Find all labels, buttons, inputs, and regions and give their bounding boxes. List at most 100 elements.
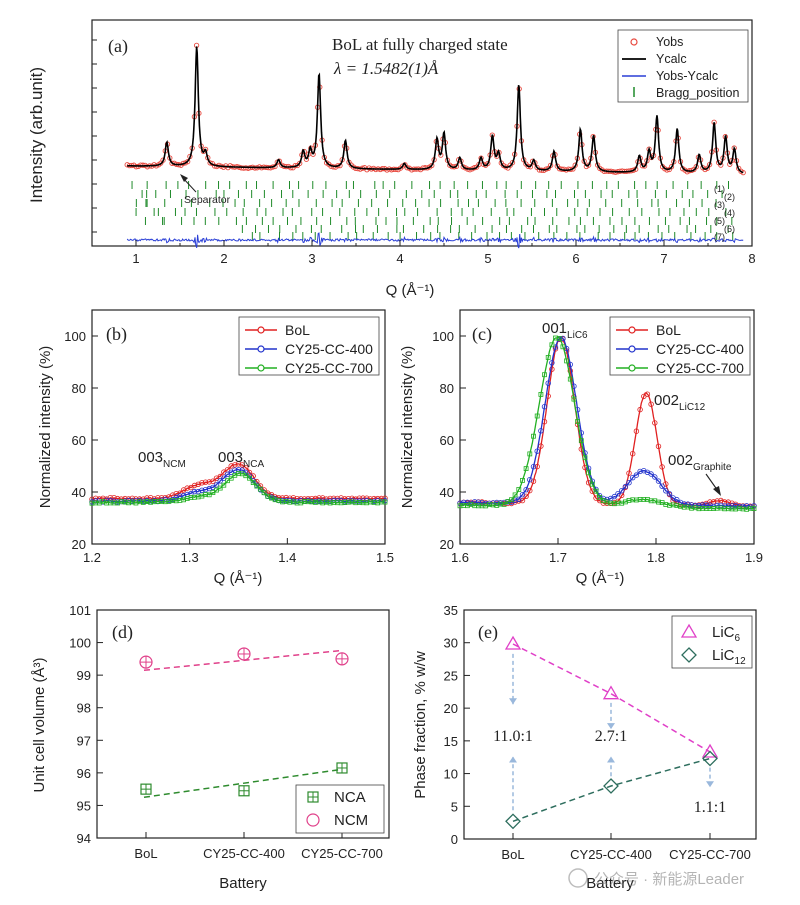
series-marker — [630, 475, 636, 481]
wechat-icon — [568, 868, 588, 888]
series-marker — [217, 478, 223, 484]
yobs-point — [185, 158, 191, 165]
series-marker — [582, 455, 588, 461]
series-marker — [612, 501, 617, 507]
y-tick-label: 0 — [451, 832, 458, 847]
series-marker — [221, 482, 227, 488]
x-tick-label: CY25-CC-400 — [203, 846, 285, 861]
panel-b-y-ticks: 20 40 60 80 100 — [64, 329, 98, 552]
series-marker — [206, 479, 212, 485]
panel-a-subtitle: λ = 1.5482(1)Å — [333, 59, 439, 78]
series-marker — [538, 428, 544, 434]
series-marker — [523, 487, 529, 493]
y-tick-label: 30 — [444, 636, 458, 651]
legend-box — [617, 29, 749, 103]
panel-e-label: (e) — [478, 622, 498, 643]
series-marker — [235, 461, 242, 467]
separator-arrowhead — [180, 174, 188, 182]
series-marker — [100, 499, 106, 505]
panel-e-legend: LiC6 LiC12 — [671, 615, 753, 669]
y-tick-label: 20 — [444, 701, 458, 716]
series-marker — [254, 483, 260, 489]
series-marker — [707, 499, 713, 505]
series-marker — [611, 493, 618, 500]
series-marker — [623, 499, 628, 505]
panel-a-y-ticks — [92, 39, 97, 233]
legend-label: BoL — [285, 322, 310, 338]
series-marker — [191, 482, 198, 489]
diff-line — [126, 232, 744, 249]
series-marker — [582, 450, 588, 456]
panel-b-curves — [89, 461, 388, 506]
series-marker — [140, 499, 146, 505]
series-marker — [243, 469, 249, 476]
yobs-point — [740, 169, 746, 176]
yobs-point — [303, 156, 310, 162]
bragg-ticks — [131, 181, 734, 240]
annotation-002-graphite: 002Graphite — [668, 452, 732, 473]
x-tick-label: 1.5 — [376, 550, 394, 565]
series-marker — [516, 487, 522, 492]
panel-e-y-ticks: 0 5 10 15 20 25 30 35 — [444, 603, 470, 847]
series-marker — [202, 479, 209, 485]
ratio-arrowhead — [509, 698, 517, 705]
series-marker — [729, 506, 735, 512]
panel-c-x-ticks: 1.6 1.7 1.8 1.9 — [451, 538, 763, 565]
series-marker — [725, 499, 731, 505]
legend-ncm: NCM — [334, 812, 368, 829]
series-marker — [622, 483, 629, 490]
series-marker — [534, 413, 540, 419]
yobs-point — [404, 165, 410, 171]
ratio-label-bol: 11.0:1 — [493, 728, 533, 745]
ratio-arrowhead — [607, 723, 615, 730]
y-tick-label: 101 — [69, 603, 91, 618]
legend-label: CY25-CC-400 — [656, 341, 744, 357]
series-marker — [170, 498, 176, 504]
series-marker — [696, 506, 702, 512]
series-marker — [637, 406, 643, 413]
bragg-row-label: (2) — [724, 192, 735, 202]
y-tick-label: 100 — [69, 636, 91, 651]
series-marker — [556, 336, 562, 341]
series-marker — [549, 342, 555, 348]
series-marker — [560, 335, 566, 342]
series-marker — [523, 466, 529, 472]
panel-a-curves — [124, 42, 746, 249]
yobs-point — [485, 160, 491, 167]
bragg-row-labels: (1)(2)(3)(4)(5)(6)(7) — [714, 184, 735, 242]
x-tick-label: BoL — [501, 847, 524, 862]
annotation-sub: LiC6 — [567, 330, 588, 341]
lic12-point — [505, 813, 521, 830]
series-marker — [213, 482, 220, 488]
bragg-row-label: (6) — [724, 224, 735, 234]
x-tick-label: CY25-CC-700 — [301, 846, 383, 861]
series-marker — [191, 488, 198, 495]
y-tick-label: 15 — [444, 734, 458, 749]
series-marker — [637, 468, 643, 475]
annotation-main: 002 — [654, 392, 679, 409]
panel-d-y-ticks: 94 95 96 97 98 99 100 101 — [69, 603, 103, 846]
annotation-main: 003 — [138, 449, 163, 466]
yobs-point — [207, 160, 213, 166]
panel-d-legend: NCA NCM — [295, 784, 385, 834]
y-tick-label: 97 — [77, 733, 91, 748]
series-marker — [615, 491, 621, 497]
panel-a-x-ticks: 1 2 3 4 5 6 7 8 — [132, 240, 756, 266]
panel-c-y-ticks: 20 40 60 80 100 — [432, 329, 466, 552]
series-marker — [199, 487, 205, 493]
yobs-point — [664, 167, 670, 173]
series-marker — [232, 467, 238, 473]
panel-b-x-ticks: 1.2 1.3 1.4 1.5 — [83, 538, 394, 565]
x-tick-label: 1.3 — [181, 550, 199, 565]
x-tick-label: 7 — [660, 251, 667, 266]
legend-marker — [628, 345, 636, 353]
series-marker — [667, 502, 672, 508]
panel-b-ylabel: Normalized intensity (%) — [37, 346, 54, 509]
bragg-row-label: (4) — [724, 208, 735, 218]
panel-a-label: (a) — [108, 36, 128, 57]
legend-yobs: Yobs — [656, 35, 683, 49]
series-marker — [652, 474, 658, 480]
series-marker — [589, 481, 595, 487]
series-marker — [210, 490, 216, 496]
